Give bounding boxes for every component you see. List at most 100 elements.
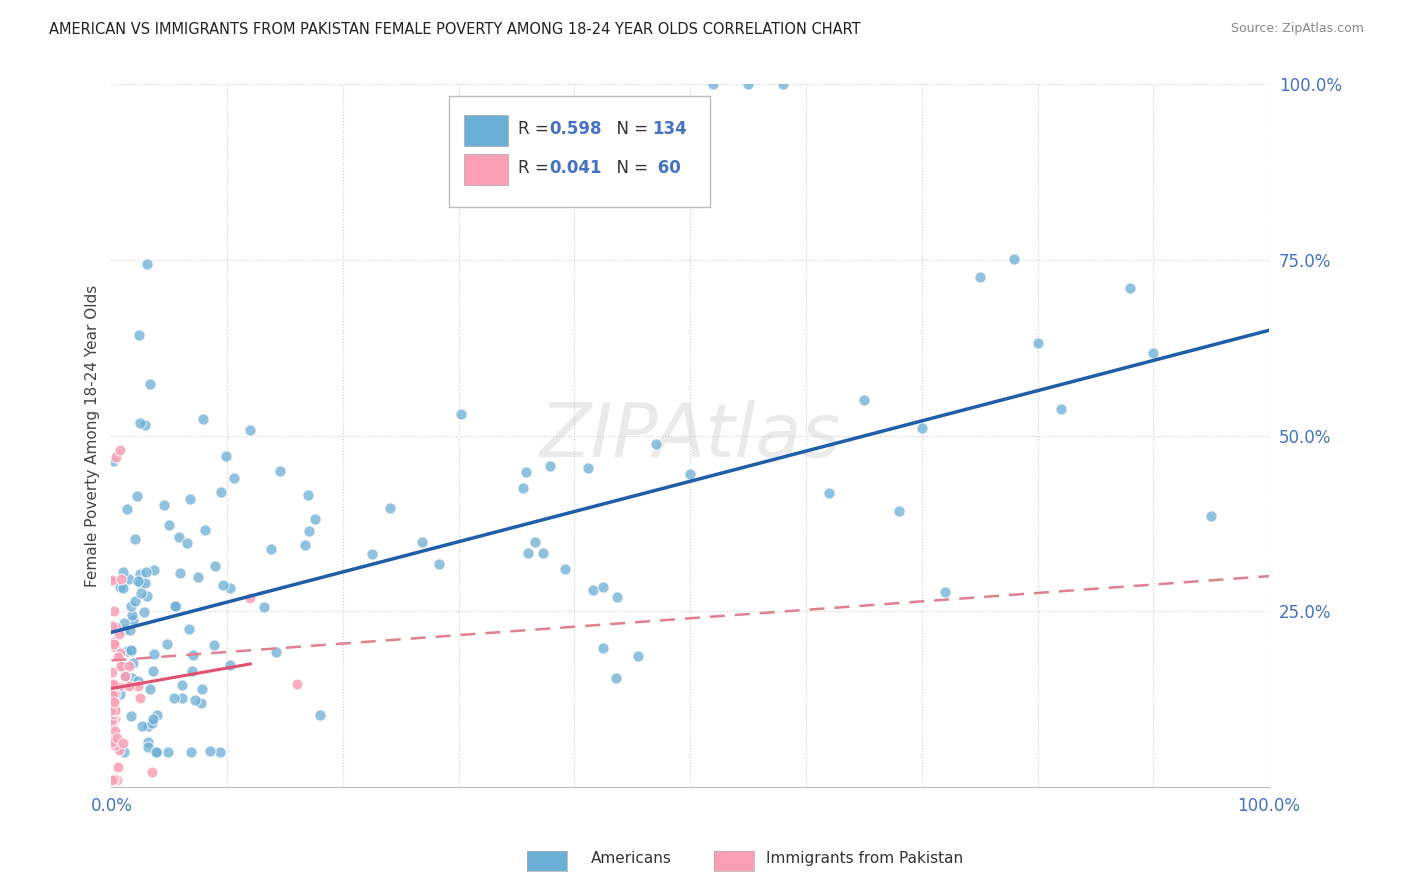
Point: [134, 576, 156, 591]
Point: [100, 665, 122, 679]
Point: [110, 572, 132, 586]
Point: [146, 707, 169, 722]
Point: [170, 690, 193, 705]
Point: [121, 672, 143, 686]
Point: [103, 689, 125, 703]
Point: [136, 735, 159, 749]
Point: [606, 590, 628, 604]
Point: [1199, 509, 1222, 524]
Point: [131, 719, 153, 733]
Point: [108, 646, 131, 660]
Point: [187, 570, 209, 584]
Point: [515, 465, 537, 479]
Point: [645, 437, 668, 451]
Point: [114, 668, 136, 682]
Point: [181, 664, 204, 678]
Point: [103, 604, 125, 618]
Point: [112, 745, 135, 759]
Point: [297, 488, 319, 502]
Point: [104, 687, 127, 701]
Text: 0.598: 0.598: [548, 120, 602, 137]
Point: [737, 78, 759, 92]
Point: [132, 605, 155, 619]
Point: [143, 648, 166, 662]
Point: [114, 669, 136, 683]
Text: ZIPAtlas: ZIPAtlas: [540, 400, 841, 472]
Point: [103, 698, 125, 713]
Point: [117, 501, 139, 516]
Point: [818, 485, 841, 500]
Point: [1142, 346, 1164, 360]
Point: [101, 772, 124, 787]
Point: [146, 745, 169, 759]
Point: [101, 619, 124, 633]
Point: [124, 594, 146, 608]
Point: [218, 581, 240, 595]
Point: [260, 541, 283, 556]
Point: [165, 599, 187, 613]
Point: [142, 664, 165, 678]
Point: [101, 677, 124, 691]
Point: [190, 682, 212, 697]
Point: [215, 450, 238, 464]
Point: [450, 407, 472, 421]
Point: [538, 459, 561, 474]
Point: [209, 745, 232, 759]
Point: [104, 738, 127, 752]
Point: [127, 679, 149, 693]
Point: [531, 546, 554, 560]
Point: [304, 512, 326, 526]
Point: [191, 412, 214, 426]
Point: [772, 78, 794, 92]
Bar: [464, 154, 509, 185]
Point: [108, 743, 131, 757]
Point: [298, 524, 321, 538]
Point: [204, 638, 226, 652]
Point: [104, 710, 127, 724]
Point: [117, 572, 139, 586]
Point: [103, 634, 125, 648]
Point: [361, 547, 384, 561]
Point: [134, 418, 156, 433]
Point: [143, 562, 166, 576]
Point: [103, 723, 125, 738]
Point: [101, 688, 124, 702]
Text: Source: ZipAtlas.com: Source: ZipAtlas.com: [1230, 22, 1364, 36]
Point: [184, 692, 207, 706]
Text: R =: R =: [517, 120, 554, 137]
Point: [120, 642, 142, 657]
Point: [100, 711, 122, 725]
Point: [170, 678, 193, 692]
Point: [128, 576, 150, 591]
Point: [224, 471, 246, 485]
Text: Americans: Americans: [591, 851, 672, 865]
Point: [145, 745, 167, 759]
Point: [266, 645, 288, 659]
Point: [104, 640, 127, 654]
Point: [112, 615, 135, 630]
Text: N =: N =: [606, 159, 654, 177]
Point: [101, 698, 124, 712]
Point: [592, 641, 614, 656]
Point: [934, 585, 956, 599]
Point: [136, 740, 159, 755]
Point: [104, 678, 127, 692]
Point: [104, 677, 127, 691]
Point: [411, 534, 433, 549]
Point: [209, 484, 232, 499]
Point: [190, 696, 212, 710]
Point: [138, 682, 160, 697]
Point: [108, 687, 131, 701]
Point: [129, 416, 152, 430]
Point: [141, 715, 163, 730]
Point: [1002, 252, 1025, 266]
Point: [101, 733, 124, 747]
FancyBboxPatch shape: [450, 96, 710, 207]
Point: [107, 649, 129, 664]
Point: [107, 772, 129, 787]
Point: [100, 772, 122, 787]
Point: [100, 703, 122, 717]
Text: 0.041: 0.041: [548, 159, 602, 177]
Point: [120, 624, 142, 638]
Point: [105, 731, 128, 745]
